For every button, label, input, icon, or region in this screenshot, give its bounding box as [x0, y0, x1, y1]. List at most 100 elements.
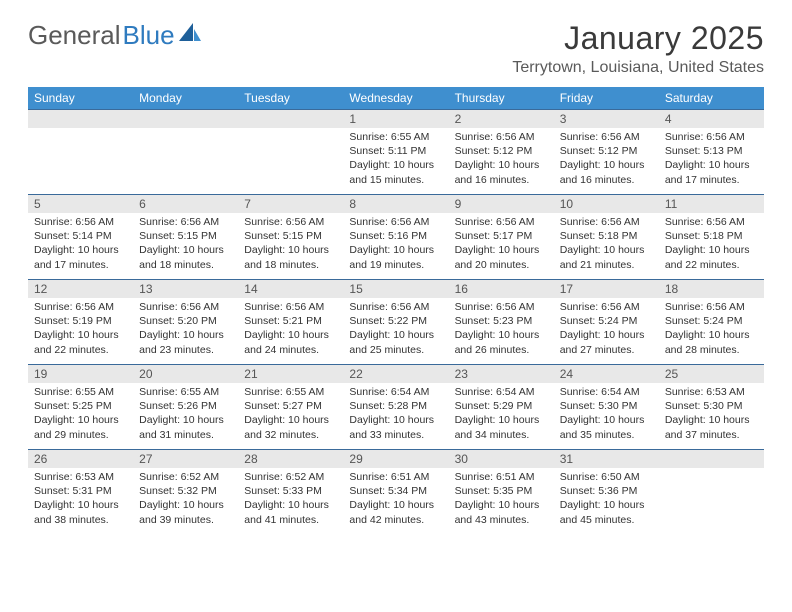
day-detail-line: Daylight: 10 hours	[560, 413, 653, 427]
day-number: 19	[28, 365, 133, 383]
day-detail-line: Sunrise: 6:56 AM	[34, 300, 127, 314]
day-number: 25	[659, 365, 764, 383]
day-detail-line: Daylight: 10 hours	[244, 243, 337, 257]
day-detail-line: Sunrise: 6:52 AM	[139, 470, 232, 484]
day-detail-line: Daylight: 10 hours	[560, 328, 653, 342]
day-detail-line: Sunrise: 6:55 AM	[34, 385, 127, 399]
day-details: Sunrise: 6:56 AMSunset: 5:14 PMDaylight:…	[28, 213, 133, 276]
day-details: Sunrise: 6:56 AMSunset: 5:21 PMDaylight:…	[238, 298, 343, 361]
calendar-week: 26Sunrise: 6:53 AMSunset: 5:31 PMDayligh…	[28, 449, 764, 534]
day-detail-line: Daylight: 10 hours	[455, 158, 548, 172]
day-detail-line: Daylight: 10 hours	[34, 498, 127, 512]
logo-text-general: General	[28, 20, 121, 51]
day-details: Sunrise: 6:53 AMSunset: 5:31 PMDaylight:…	[28, 468, 133, 531]
day-detail-line: and 21 minutes.	[560, 258, 653, 272]
day-detail-line: Sunrise: 6:56 AM	[244, 300, 337, 314]
day-detail-line: Sunrise: 6:56 AM	[665, 300, 758, 314]
calendar-day	[28, 110, 133, 194]
day-detail-line: Daylight: 10 hours	[244, 413, 337, 427]
day-number: 2	[449, 110, 554, 128]
day-detail-line: Sunset: 5:30 PM	[560, 399, 653, 413]
day-details: Sunrise: 6:56 AMSunset: 5:12 PMDaylight:…	[449, 128, 554, 191]
calendar-page: GeneralBlue January 2025 Terrytown, Loui…	[0, 0, 792, 554]
day-detail-line: Daylight: 10 hours	[665, 158, 758, 172]
day-detail-line: Sunrise: 6:56 AM	[560, 215, 653, 229]
day-detail-line: Sunset: 5:26 PM	[139, 399, 232, 413]
day-number: 7	[238, 195, 343, 213]
calendar-day: 2Sunrise: 6:56 AMSunset: 5:12 PMDaylight…	[449, 110, 554, 194]
day-detail-line: Sunset: 5:25 PM	[34, 399, 127, 413]
day-detail-line: and 41 minutes.	[244, 513, 337, 527]
day-detail-line: and 24 minutes.	[244, 343, 337, 357]
calendar-day: 3Sunrise: 6:56 AMSunset: 5:12 PMDaylight…	[554, 110, 659, 194]
day-detail-line: and 22 minutes.	[34, 343, 127, 357]
day-number: 10	[554, 195, 659, 213]
day-detail-line: Daylight: 10 hours	[349, 158, 442, 172]
calendar-day: 6Sunrise: 6:56 AMSunset: 5:15 PMDaylight…	[133, 195, 238, 279]
calendar-day: 5Sunrise: 6:56 AMSunset: 5:14 PMDaylight…	[28, 195, 133, 279]
day-details: Sunrise: 6:56 AMSunset: 5:19 PMDaylight:…	[28, 298, 133, 361]
day-detail-line: Sunset: 5:16 PM	[349, 229, 442, 243]
calendar-grid: Sunday Monday Tuesday Wednesday Thursday…	[28, 87, 764, 534]
calendar-day: 17Sunrise: 6:56 AMSunset: 5:24 PMDayligh…	[554, 280, 659, 364]
calendar-day: 22Sunrise: 6:54 AMSunset: 5:28 PMDayligh…	[343, 365, 448, 449]
day-detail-line: and 15 minutes.	[349, 173, 442, 187]
day-number: 20	[133, 365, 238, 383]
calendar-week: 19Sunrise: 6:55 AMSunset: 5:25 PMDayligh…	[28, 364, 764, 449]
day-detail-line: Sunrise: 6:56 AM	[665, 130, 758, 144]
day-detail-line: Sunrise: 6:56 AM	[139, 300, 232, 314]
day-detail-line: and 45 minutes.	[560, 513, 653, 527]
calendar-day: 28Sunrise: 6:52 AMSunset: 5:33 PMDayligh…	[238, 450, 343, 534]
day-detail-line: Sunrise: 6:56 AM	[34, 215, 127, 229]
day-detail-line: and 27 minutes.	[560, 343, 653, 357]
day-number	[659, 450, 764, 468]
calendar-day: 11Sunrise: 6:56 AMSunset: 5:18 PMDayligh…	[659, 195, 764, 279]
day-detail-line: Sunrise: 6:51 AM	[455, 470, 548, 484]
day-detail-line: and 22 minutes.	[665, 258, 758, 272]
day-detail-line: and 35 minutes.	[560, 428, 653, 442]
day-details: Sunrise: 6:56 AMSunset: 5:20 PMDaylight:…	[133, 298, 238, 361]
calendar-day: 9Sunrise: 6:56 AMSunset: 5:17 PMDaylight…	[449, 195, 554, 279]
day-detail-line: Sunset: 5:22 PM	[349, 314, 442, 328]
day-number: 29	[343, 450, 448, 468]
weekday-header: Monday	[133, 87, 238, 109]
day-detail-line: Daylight: 10 hours	[349, 413, 442, 427]
day-number: 6	[133, 195, 238, 213]
weekday-header-row: Sunday Monday Tuesday Wednesday Thursday…	[28, 87, 764, 109]
calendar-day: 12Sunrise: 6:56 AMSunset: 5:19 PMDayligh…	[28, 280, 133, 364]
calendar-day: 16Sunrise: 6:56 AMSunset: 5:23 PMDayligh…	[449, 280, 554, 364]
day-detail-line: and 18 minutes.	[139, 258, 232, 272]
day-number: 8	[343, 195, 448, 213]
day-details: Sunrise: 6:56 AMSunset: 5:15 PMDaylight:…	[133, 213, 238, 276]
calendar-day: 26Sunrise: 6:53 AMSunset: 5:31 PMDayligh…	[28, 450, 133, 534]
day-detail-line: Sunrise: 6:51 AM	[349, 470, 442, 484]
day-detail-line: Sunset: 5:24 PM	[560, 314, 653, 328]
day-number	[133, 110, 238, 128]
day-details: Sunrise: 6:56 AMSunset: 5:18 PMDaylight:…	[659, 213, 764, 276]
day-detail-line: Sunset: 5:31 PM	[34, 484, 127, 498]
day-details	[28, 128, 133, 134]
calendar-day: 31Sunrise: 6:50 AMSunset: 5:36 PMDayligh…	[554, 450, 659, 534]
day-detail-line: Sunset: 5:24 PM	[665, 314, 758, 328]
logo-sail-icon	[179, 23, 201, 43]
day-detail-line: and 28 minutes.	[665, 343, 758, 357]
day-detail-line: Sunrise: 6:55 AM	[139, 385, 232, 399]
day-detail-line: Daylight: 10 hours	[139, 243, 232, 257]
calendar-day: 19Sunrise: 6:55 AMSunset: 5:25 PMDayligh…	[28, 365, 133, 449]
day-detail-line: and 38 minutes.	[34, 513, 127, 527]
day-detail-line: Daylight: 10 hours	[455, 413, 548, 427]
calendar-week: 12Sunrise: 6:56 AMSunset: 5:19 PMDayligh…	[28, 279, 764, 364]
calendar-day: 29Sunrise: 6:51 AMSunset: 5:34 PMDayligh…	[343, 450, 448, 534]
day-detail-line: Sunset: 5:21 PM	[244, 314, 337, 328]
day-details: Sunrise: 6:56 AMSunset: 5:23 PMDaylight:…	[449, 298, 554, 361]
day-detail-line: and 17 minutes.	[34, 258, 127, 272]
calendar-day: 15Sunrise: 6:56 AMSunset: 5:22 PMDayligh…	[343, 280, 448, 364]
day-detail-line: and 42 minutes.	[349, 513, 442, 527]
day-detail-line: Sunset: 5:13 PM	[665, 144, 758, 158]
weekday-header: Sunday	[28, 87, 133, 109]
day-detail-line: Sunset: 5:33 PM	[244, 484, 337, 498]
day-detail-line: Sunset: 5:28 PM	[349, 399, 442, 413]
day-number: 23	[449, 365, 554, 383]
day-number: 18	[659, 280, 764, 298]
day-detail-line: Sunrise: 6:56 AM	[455, 300, 548, 314]
